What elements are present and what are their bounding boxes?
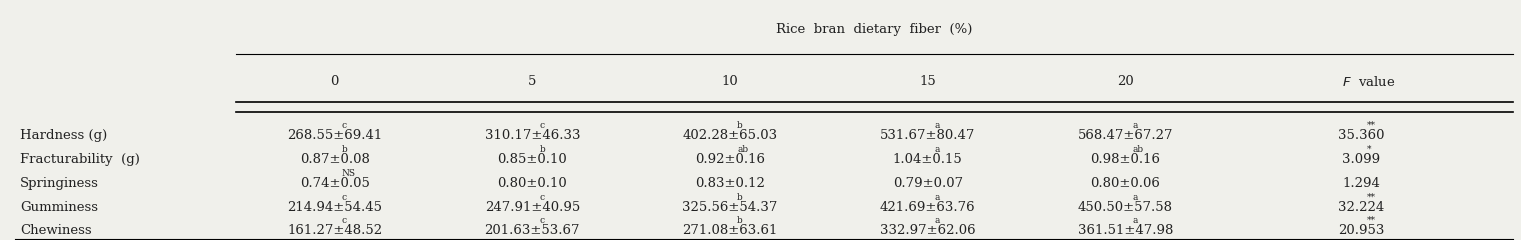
Text: Fracturability  (g): Fracturability (g): [20, 153, 140, 166]
Text: 32.224: 32.224: [1338, 201, 1384, 214]
Text: 15: 15: [919, 75, 937, 88]
Text: 0.87±0.08: 0.87±0.08: [300, 153, 370, 166]
Text: ab: ab: [1133, 145, 1144, 154]
Text: 0.98±0.16: 0.98±0.16: [1091, 153, 1161, 166]
Text: a: a: [935, 193, 940, 202]
Text: 1.04±0.15: 1.04±0.15: [893, 153, 963, 166]
Text: 568.47±67.27: 568.47±67.27: [1078, 129, 1173, 142]
Text: a: a: [935, 145, 940, 154]
Text: 268.55±69.41: 268.55±69.41: [287, 129, 382, 142]
Text: 247.91±40.95: 247.91±40.95: [485, 201, 580, 214]
Text: 10: 10: [721, 75, 739, 88]
Text: a: a: [1133, 216, 1138, 225]
Text: Rice  bran  dietary  fiber  (%): Rice bran dietary fiber (%): [776, 24, 973, 36]
Text: 402.28±65.03: 402.28±65.03: [683, 129, 777, 142]
Text: 271.08±63.61: 271.08±63.61: [683, 224, 777, 237]
Text: 0.80±0.10: 0.80±0.10: [497, 177, 567, 190]
Text: 3.099: 3.099: [1342, 153, 1381, 166]
Text: 332.97±62.06: 332.97±62.06: [881, 224, 975, 237]
Text: NS: NS: [342, 169, 356, 178]
Text: 201.63±53.67: 201.63±53.67: [485, 224, 580, 237]
Text: 0.83±0.12: 0.83±0.12: [695, 177, 765, 190]
Text: a: a: [1133, 193, 1138, 202]
Text: 1.294: 1.294: [1343, 177, 1380, 190]
Text: c: c: [540, 216, 545, 225]
Text: Chewiness: Chewiness: [20, 224, 91, 237]
Text: 361.51±47.98: 361.51±47.98: [1078, 224, 1173, 237]
Text: **: **: [1367, 193, 1377, 202]
Text: 20.953: 20.953: [1338, 224, 1384, 237]
Text: 0.74±0.05: 0.74±0.05: [300, 177, 370, 190]
Text: **: **: [1367, 121, 1377, 130]
Text: 421.69±63.76: 421.69±63.76: [881, 201, 975, 214]
Text: b: b: [738, 216, 742, 225]
Text: Gumminess: Gumminess: [20, 201, 97, 214]
Text: *: *: [1367, 145, 1372, 154]
Text: 20: 20: [1116, 75, 1135, 88]
Text: 0.79±0.07: 0.79±0.07: [893, 177, 963, 190]
Text: 161.27±48.52: 161.27±48.52: [287, 224, 382, 237]
Text: 325.56±54.37: 325.56±54.37: [683, 201, 777, 214]
Text: 35.360: 35.360: [1338, 129, 1384, 142]
Text: 5: 5: [528, 75, 537, 88]
Text: Hardness (g): Hardness (g): [20, 129, 106, 142]
Text: b: b: [540, 145, 545, 154]
Text: 0.85±0.10: 0.85±0.10: [497, 153, 567, 166]
Text: b: b: [738, 193, 742, 202]
Text: ab: ab: [738, 145, 748, 154]
Text: 0: 0: [330, 75, 339, 88]
Text: c: c: [540, 121, 545, 130]
Text: 310.17±46.33: 310.17±46.33: [485, 129, 580, 142]
Text: c: c: [540, 193, 545, 202]
Text: c: c: [342, 193, 347, 202]
Text: c: c: [342, 121, 347, 130]
Text: b: b: [342, 145, 347, 154]
Text: a: a: [935, 216, 940, 225]
Text: a: a: [935, 121, 940, 130]
Text: 0.92±0.16: 0.92±0.16: [695, 153, 765, 166]
Text: Springiness: Springiness: [20, 177, 99, 190]
Text: 214.94±54.45: 214.94±54.45: [287, 201, 382, 214]
Text: a: a: [1133, 121, 1138, 130]
Text: $\mathit{F}$  value: $\mathit{F}$ value: [1342, 75, 1396, 89]
Text: 450.50±57.58: 450.50±57.58: [1078, 201, 1173, 214]
Text: 0.80±0.06: 0.80±0.06: [1091, 177, 1161, 190]
Text: 531.67±80.47: 531.67±80.47: [881, 129, 975, 142]
Text: c: c: [342, 216, 347, 225]
Text: b: b: [738, 121, 742, 130]
Text: **: **: [1367, 216, 1377, 225]
